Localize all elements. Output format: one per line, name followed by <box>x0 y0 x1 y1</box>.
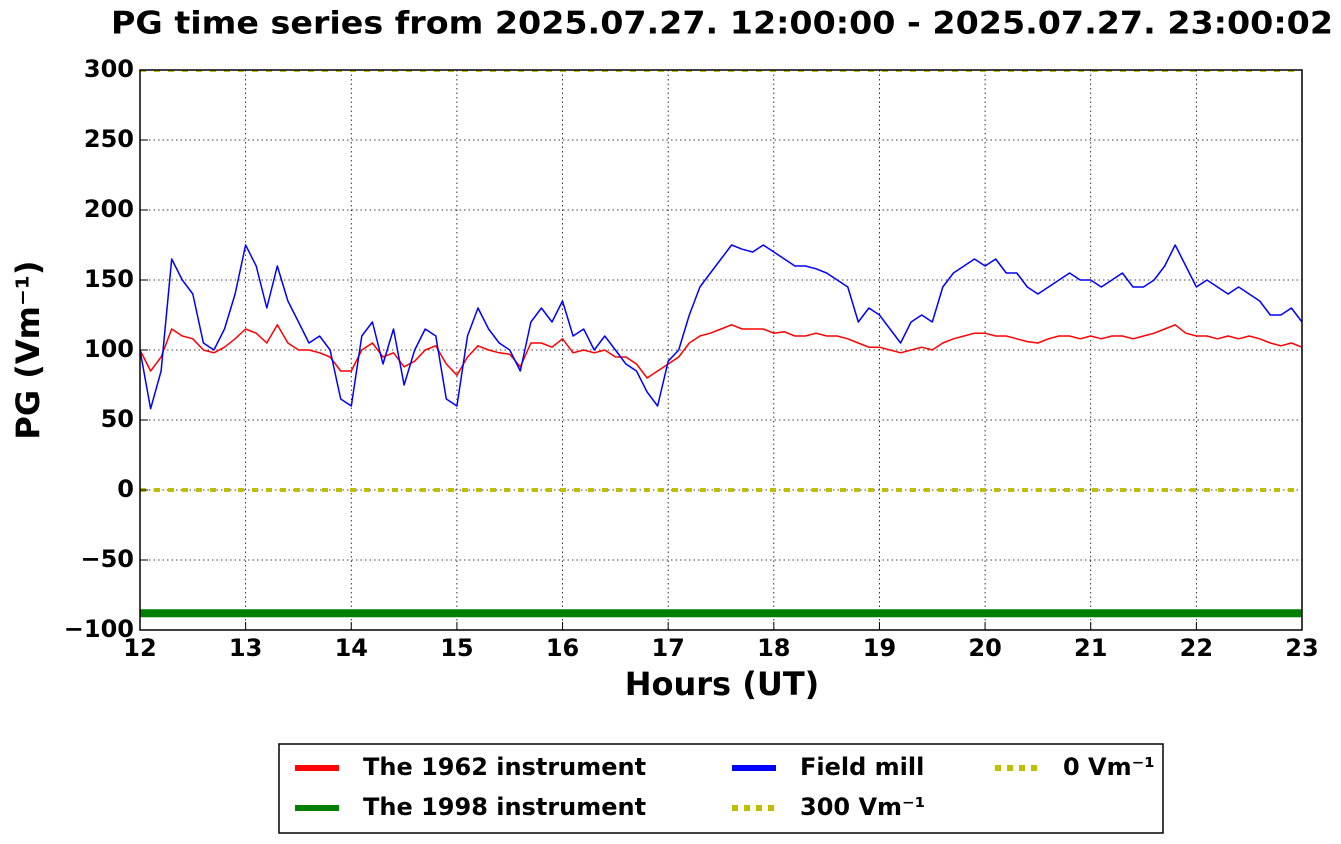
y-tick-label: 100 <box>84 335 134 363</box>
series-line <box>140 324 1302 379</box>
y-tick-label: 250 <box>84 125 134 153</box>
x-tick-label: 16 <box>546 634 579 662</box>
legend-label: Field mill <box>800 753 924 781</box>
y-tick-label: 150 <box>84 265 134 293</box>
x-tick-label: 14 <box>335 634 368 662</box>
legend-label: 0 Vm⁻¹ <box>1063 753 1155 781</box>
x-tick-label: 18 <box>757 634 790 662</box>
ticks: −100 −50 0 50 100 150 200 250 300 12 13 14 15 16 17 18 1… <box>64 55 1319 662</box>
legend-box <box>278 743 1164 834</box>
x-tick-label: 12 <box>123 634 156 662</box>
x-tick-label: 19 <box>863 634 896 662</box>
legend-label: The 1998 instrument <box>363 793 646 821</box>
y-axis-label: PG (Vm⁻¹) <box>9 260 47 439</box>
chart-title: PG time series from 2025.07.27. 12:00:00… <box>111 6 1333 42</box>
legend-label: 300 Vm⁻¹ <box>800 793 925 821</box>
x-tick-label: 15 <box>440 634 473 662</box>
x-axis-label: Hours (UT) <box>625 665 820 703</box>
x-tick-label: 22 <box>1180 634 1213 662</box>
x-tick-label: 17 <box>651 634 684 662</box>
x-tick-label: 13 <box>229 634 262 662</box>
y-tick-label: 50 <box>101 405 134 433</box>
x-tick-label: 23 <box>1285 634 1318 662</box>
plot-area <box>140 70 1302 618</box>
x-tick-label: 21 <box>1074 634 1107 662</box>
y-tick-label: 300 <box>84 55 134 83</box>
y-tick-label: −100 <box>64 615 134 643</box>
y-tick-label: 200 <box>84 195 134 223</box>
legend: The 1962 instrument The 1998 instrument Fi… <box>295 753 1155 821</box>
y-tick-label: −50 <box>80 545 134 573</box>
series-line <box>140 244 1302 410</box>
grid <box>139 69 1303 631</box>
y-tick-label: 0 <box>117 475 134 503</box>
legend-label: The 1962 instrument <box>363 753 646 781</box>
x-tick-label: 20 <box>968 634 1001 662</box>
